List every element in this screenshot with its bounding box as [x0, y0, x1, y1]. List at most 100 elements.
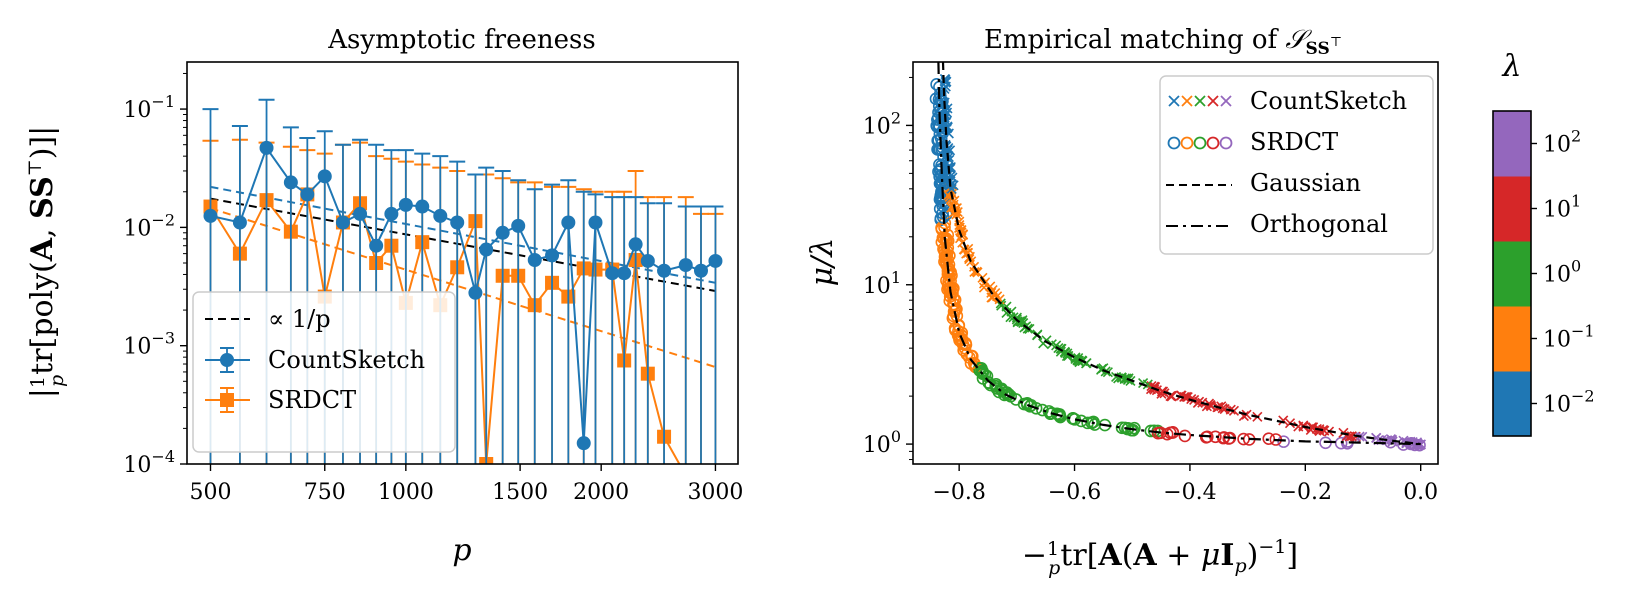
- colorbar-tick-label: 102: [1543, 127, 1581, 158]
- countsketch-point: [1357, 431, 1368, 442]
- legend-cross: [1220, 95, 1232, 107]
- data-point: [317, 169, 332, 184]
- countsketch-point: [1181, 391, 1192, 402]
- countsketch-point: [1241, 409, 1252, 420]
- countsketch-point: [962, 247, 974, 258]
- countsketch-point: [1344, 431, 1355, 442]
- left-y-tick-label: 10−4: [123, 447, 175, 478]
- legend-circle: [1219, 136, 1233, 150]
- legend-box: [192, 291, 456, 453]
- right-x-tick-label: −0.2: [1279, 480, 1332, 505]
- right-y-tick-label: 101: [863, 268, 901, 299]
- countsketch-point: [941, 76, 952, 87]
- data-point: [561, 215, 576, 230]
- right-x-tick-label: −0.8: [932, 480, 985, 505]
- left-y-tick-label: 10−2: [123, 210, 175, 241]
- data-point: [708, 253, 723, 268]
- countsketch-point: [1061, 350, 1073, 362]
- countsketch-point: [1073, 353, 1084, 364]
- srdct-point: [935, 235, 949, 249]
- srdct-point: [982, 376, 995, 389]
- srdct-point: [1085, 416, 1099, 430]
- data-point: [605, 266, 620, 281]
- left-chart-title: Asymptotic freeness: [327, 25, 595, 55]
- left-y-tick-label: 10−1: [123, 92, 175, 123]
- countsketch-point: [951, 202, 962, 214]
- reference-line: [210, 207, 716, 368]
- countsketch-point: [1006, 306, 1017, 317]
- colorbar-tick-label: 100: [1543, 257, 1581, 288]
- legend-label-srdct: SRDCT: [268, 386, 356, 414]
- countsketch-point: [956, 225, 967, 236]
- left-x-axis-label: p: [452, 533, 471, 568]
- countsketch-point: [941, 157, 952, 168]
- left-y-tick-label: 10−3: [123, 329, 175, 360]
- colorbar-tick-label: 10−2: [1543, 387, 1595, 418]
- countsketch-point: [944, 191, 955, 202]
- left-y-axis-label: |1ptr[poly(A, SS⊤)]|: [25, 126, 68, 398]
- countsketch-point: [946, 179, 957, 190]
- countsketch-point: [945, 170, 956, 181]
- countsketch-point: [1307, 422, 1318, 433]
- svg-text:μ/λ: μ/λ: [805, 238, 840, 287]
- data-point: [495, 225, 510, 240]
- data-point: [415, 199, 430, 214]
- countsketch-point: [957, 237, 968, 248]
- left-x-tick-label: 2000: [573, 480, 629, 505]
- data-point: [450, 215, 465, 230]
- srdct-point: [1036, 403, 1049, 417]
- srdct-point: [1262, 432, 1276, 445]
- countsketch-point: [978, 282, 990, 293]
- countsketch-point: [1415, 439, 1427, 450]
- right-chart: Empirical matching of 𝒮SS⊤ −0.8 −0.6 −0.4−…: [805, 25, 1439, 579]
- left-x-tick-label: 1500: [492, 480, 548, 505]
- countsketch-point: [1019, 322, 1030, 333]
- data-point: [353, 206, 368, 221]
- countsketch-point: [1113, 373, 1124, 384]
- reference-line: [210, 197, 716, 292]
- left-x-tick-label: 500: [189, 480, 231, 505]
- countsketch-point: [1063, 350, 1074, 361]
- srdct-point: [936, 206, 949, 220]
- left-x-tick-label: 750: [304, 480, 346, 505]
- right-theory-curves: [937, 62, 1421, 446]
- countsketch-point: [996, 300, 1007, 311]
- srdct-point: [1277, 435, 1290, 448]
- left-axes-frame: [186, 61, 739, 465]
- legend-cross: [1207, 95, 1219, 107]
- colorbar-segment: [1493, 371, 1531, 437]
- right-x-tick-label: −0.4: [1163, 480, 1216, 505]
- data-point: [300, 187, 315, 202]
- colorbar-segment: [1493, 176, 1531, 242]
- countsketch-point: [954, 216, 965, 227]
- data-point: [259, 140, 274, 155]
- data-point: [232, 215, 247, 230]
- countsketch-point: [1238, 410, 1249, 422]
- data-point: [545, 248, 560, 263]
- legend-marker: [220, 393, 234, 407]
- data-point: [678, 258, 693, 273]
- legend-cross: [1168, 95, 1180, 107]
- countsketch-point: [1175, 390, 1186, 401]
- srdct-point: [1024, 398, 1038, 412]
- countsketch-point: [1192, 397, 1203, 408]
- right-axis-ticks: −0.8 −0.6 −0.4 −0.2 0.0 100 101 102: [863, 76, 1438, 505]
- countsketch-point: [942, 121, 953, 132]
- legend-label-gaussian: Gaussian: [1250, 169, 1361, 197]
- legend-cross: [1194, 95, 1206, 107]
- srdct-point: [938, 255, 951, 269]
- right-y-axis-label: μ/λ: [805, 238, 840, 287]
- srdct-point: [943, 283, 956, 297]
- countsketch-point: [1046, 339, 1057, 350]
- countsketch-point: [942, 103, 953, 114]
- right-y-tick-label: 100: [863, 427, 901, 458]
- right-axes-frame: [912, 61, 1439, 465]
- legend-circle: [1180, 136, 1194, 150]
- srdct-point: [1126, 423, 1140, 437]
- legend-marker: [220, 353, 234, 367]
- data-point: [511, 218, 526, 233]
- left-reference-lines: [210, 185, 716, 368]
- legend-cross: [1181, 95, 1193, 107]
- left-x-tick-label: 1000: [378, 480, 434, 505]
